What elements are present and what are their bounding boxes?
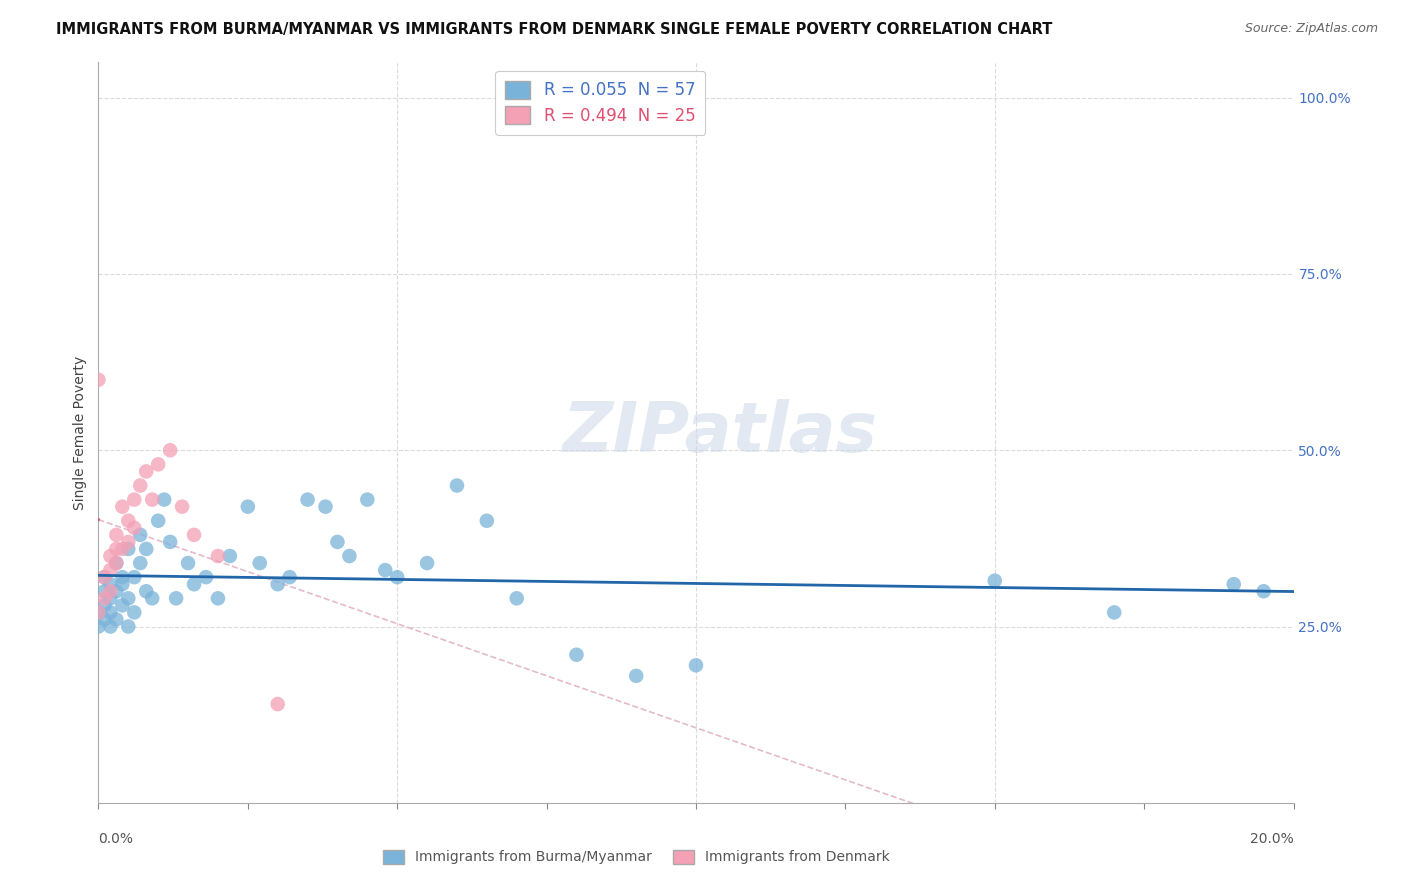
Point [117, 541, 139, 556]
Point [249, 556, 271, 570]
Point [117, 591, 139, 606]
Point [98, 619, 122, 633]
Point [124, 570, 146, 584]
Point [685, 658, 707, 673]
Point [93, 591, 115, 606]
Point [278, 570, 301, 584]
Point [93, 612, 115, 626]
Point [111, 599, 134, 613]
Point [98, 584, 122, 599]
Point [374, 563, 396, 577]
Legend: Immigrants from Burma/Myanmar, Immigrants from Denmark: Immigrants from Burma/Myanmar, Immigrant… [377, 844, 896, 870]
Point [124, 521, 146, 535]
Point [326, 535, 349, 549]
Point [207, 549, 229, 563]
Point [111, 577, 134, 591]
Point [141, 591, 163, 606]
Point [87, 606, 110, 620]
Point [129, 478, 152, 492]
Point [93, 599, 115, 613]
Point [385, 570, 409, 584]
Point [984, 574, 1007, 588]
Point [506, 591, 529, 606]
Point [98, 577, 122, 591]
Point [98, 563, 122, 577]
Point [159, 443, 181, 458]
Point [117, 514, 139, 528]
Point [135, 541, 157, 556]
Y-axis label: Single Female Poverty: Single Female Poverty [73, 356, 87, 509]
Point [475, 514, 498, 528]
Point [446, 478, 468, 492]
Point [105, 541, 128, 556]
Point [297, 492, 319, 507]
Point [105, 584, 128, 599]
Point [129, 556, 152, 570]
Point [93, 570, 115, 584]
Point [135, 584, 157, 599]
Point [315, 500, 337, 514]
Point [1253, 584, 1275, 599]
Point [177, 556, 200, 570]
Point [87, 619, 110, 633]
Point [117, 535, 139, 549]
Point [93, 570, 115, 584]
Point [165, 591, 187, 606]
Point [626, 669, 648, 683]
Point [148, 514, 170, 528]
Text: IMMIGRANTS FROM BURMA/MYANMAR VS IMMIGRANTS FROM DENMARK SINGLE FEMALE POVERTY C: IMMIGRANTS FROM BURMA/MYANMAR VS IMMIGRA… [56, 22, 1053, 37]
Point [183, 528, 205, 542]
Point [111, 541, 134, 556]
Point [207, 591, 229, 606]
Text: Source: ZipAtlas.com: Source: ZipAtlas.com [1244, 22, 1378, 36]
Point [356, 492, 378, 507]
Point [267, 697, 290, 711]
Point [1223, 577, 1246, 591]
Point [87, 606, 110, 620]
Point [111, 500, 134, 514]
Point [135, 464, 157, 478]
Point [1104, 606, 1126, 620]
Point [219, 549, 242, 563]
Point [416, 556, 439, 570]
Point [565, 648, 588, 662]
Text: 20.0%: 20.0% [1250, 832, 1294, 847]
Point [339, 549, 361, 563]
Point [141, 492, 163, 507]
Point [105, 556, 128, 570]
Text: 0.0%: 0.0% [98, 832, 134, 847]
Point [93, 584, 115, 599]
Point [111, 570, 134, 584]
Point [98, 606, 122, 620]
Point [267, 577, 290, 591]
Point [105, 528, 128, 542]
Point [236, 500, 259, 514]
Point [124, 606, 146, 620]
Point [98, 549, 122, 563]
Point [153, 492, 176, 507]
Point [195, 570, 218, 584]
Point [87, 373, 110, 387]
Point [98, 591, 122, 606]
Point [129, 528, 152, 542]
Point [105, 612, 128, 626]
Point [159, 535, 181, 549]
Point [183, 577, 205, 591]
Point [172, 500, 194, 514]
Point [124, 492, 146, 507]
Text: ZIPatlas: ZIPatlas [562, 399, 877, 467]
Point [148, 458, 170, 472]
Point [105, 556, 128, 570]
Point [117, 619, 139, 633]
